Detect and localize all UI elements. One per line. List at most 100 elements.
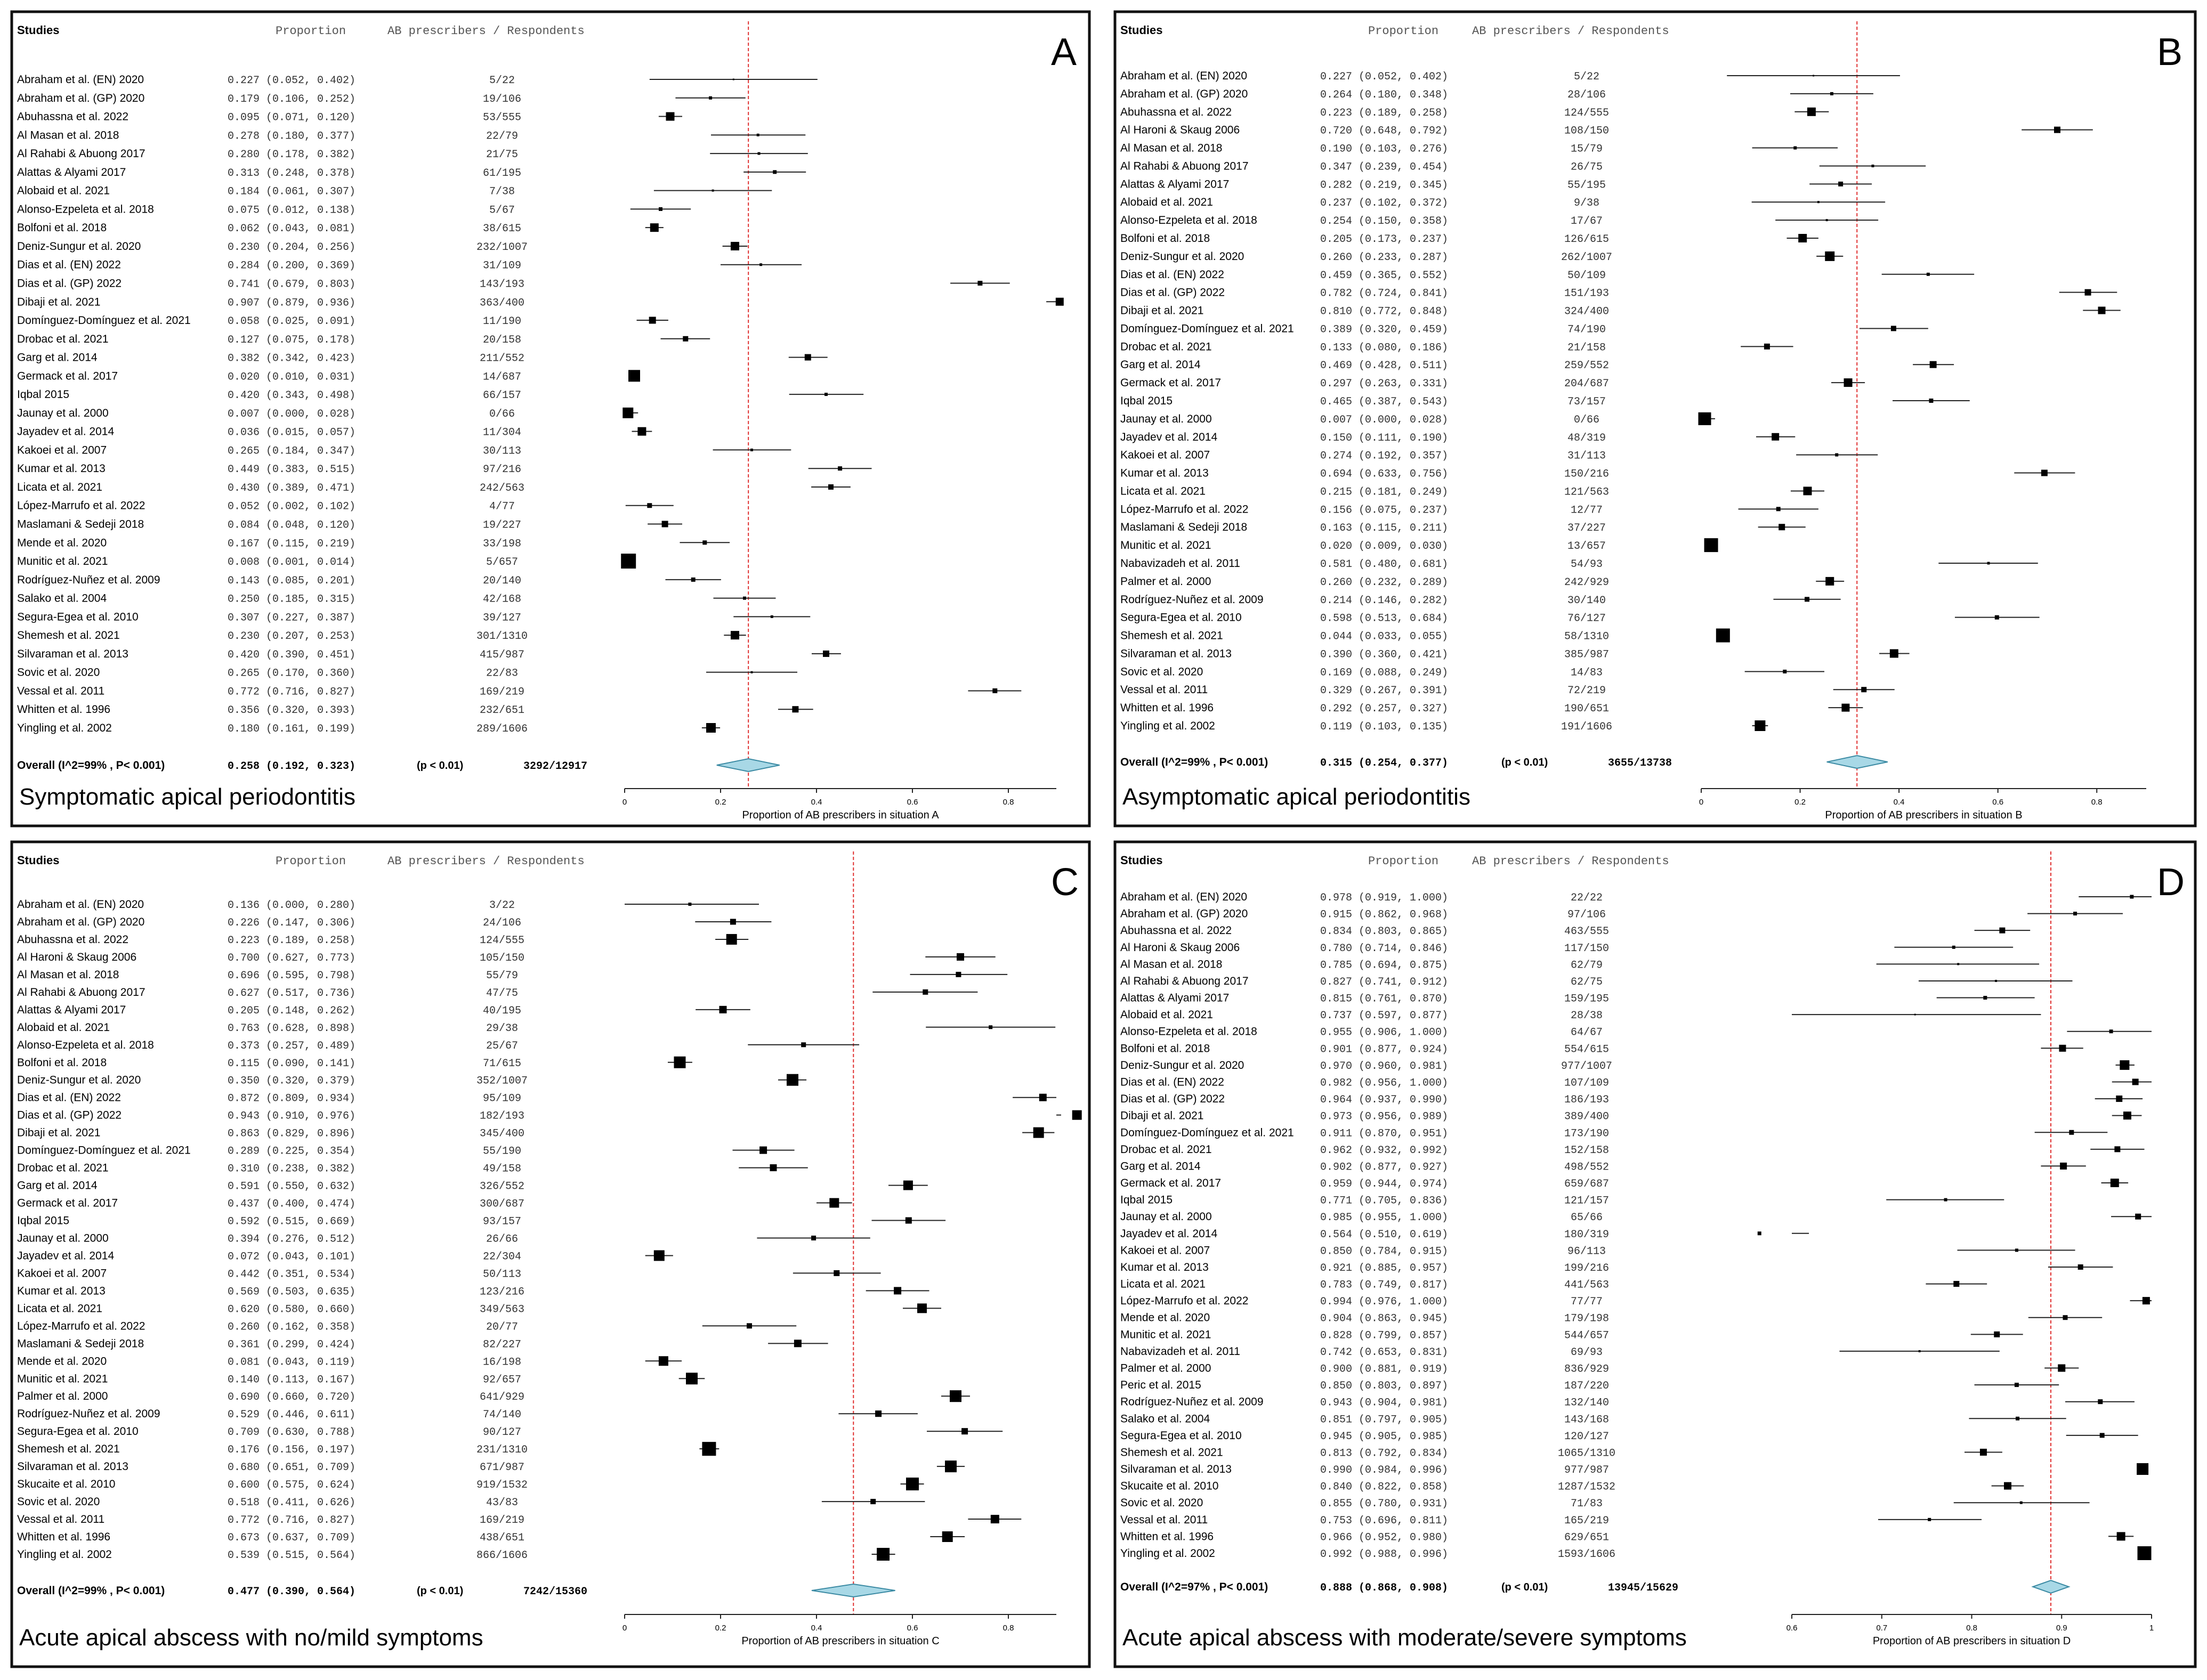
study-name: Abraham et al. (GP) 2020 [1120,88,1248,100]
study-point-estimate [773,170,777,174]
study-name: Domínguez-Domínguez et al. 2021 [17,314,191,327]
study-ab-count: 150/216 [1564,468,1609,481]
study-point-estimate [2060,1162,2067,1170]
study-proportion-ci: 0.072 (0.043, 0.101) [228,1251,355,1263]
study-point-estimate [750,671,753,673]
study-ab-count: 25/67 [486,1040,518,1052]
study-ab-count: 24/106 [483,917,521,929]
study-proportion-ci: 0.591 (0.550, 0.632) [228,1181,355,1193]
study-proportion-ci: 0.813 (0.792, 0.834) [1320,1447,1448,1459]
study-point-estimate [1055,297,1064,306]
study-proportion-ci: 0.694 (0.633, 0.756) [1320,468,1448,481]
study-point-estimate [1830,92,1833,95]
study-proportion-ci: 0.052 (0.002, 0.102) [228,501,355,513]
study-proportion-ci: 0.763 (0.628, 0.898) [228,1022,355,1035]
study-proportion-ci: 0.982 (0.956, 1.000) [1320,1077,1448,1089]
study-proportion-ci: 0.390 (0.360, 0.421) [1320,648,1448,661]
study-proportion-ci: 0.827 (0.741, 0.912) [1320,976,1448,988]
study-ab-count: 9/38 [1574,197,1599,209]
study-ab-count: 82/227 [483,1338,521,1351]
study-name: Segura-Egea et al. 2010 [1120,612,1242,624]
study-name: Vessal et al. 2011 [17,1513,104,1525]
study-proportion-ci: 0.058 (0.025, 0.091) [228,315,355,328]
study-ab-count: 38/615 [483,223,521,235]
study-ab-count: 29/38 [486,1022,518,1035]
overall-proportion-ci: 0.315 (0.254, 0.377) [1320,757,1448,769]
study-proportion-ci: 0.709 (0.630, 0.788) [228,1426,355,1439]
study-point-estimate [811,1235,816,1240]
study-point-estimate [732,78,734,80]
study-name: Maslamani & Sedeji 2018 [17,1337,144,1350]
study-row: Abraham et al. (GP) 2020 0.264 (0.180, 0.… [1120,88,1873,101]
study-row: Bolfoni et al. 2018 0.115 (0.090, 0.141) 7… [17,1056,692,1070]
study-point-estimate [628,370,640,382]
study-ab-count: 61/195 [483,167,521,180]
study-proportion-ci: 0.690 (0.660, 0.720) [228,1391,355,1403]
study-name: Iqbal 2015 [1120,395,1173,407]
study-proportion-ci: 0.008 (0.001, 0.014) [228,556,355,569]
study-proportion-ci: 0.518 (0.411, 0.626) [228,1497,355,1509]
study-point-estimate [637,427,646,436]
x-axis-tick-label: 0.6 [907,1624,918,1633]
x-axis-tick-label: 0.8 [1966,1624,1977,1633]
study-point-estimate [658,1356,668,1366]
study-ab-count: 169/219 [480,686,524,698]
study-ab-count: 0/66 [489,408,515,420]
study-proportion-ci: 0.136 (0.000, 0.280) [228,899,355,912]
study-proportion-ci: 0.737 (0.597, 0.877) [1320,1010,1448,1022]
study-row: López-Marrufo et al. 2022 0.052 (0.002, 0… [17,500,674,513]
study-name: Abraham et al. (GP) 2020 [1120,908,1248,920]
study-row: Kakoei et al. 2007 0.265 (0.184, 0.347) 30… [17,444,791,457]
study-ab-count: 97/216 [483,464,521,476]
study-point-estimate [1783,669,1787,673]
x-axis-tick-label: 0 [1699,798,1703,807]
study-row: Palmer et al. 2000 0.900 (0.881, 0.919) 83… [1120,1362,2079,1376]
study-ab-count: 50/113 [483,1268,521,1280]
study-name: Jayadev et al. 2014 [17,1249,114,1262]
study-point-estimate [2084,289,2091,296]
study-ab-count: 17/67 [1571,215,1603,228]
study-row: Munitic et al. 2021 0.008 (0.001, 0.014) 5… [17,554,636,569]
study-row: Bolfoni et al. 2018 0.062 (0.043, 0.081) 3… [17,222,664,235]
study-proportion-ci: 0.265 (0.170, 0.360) [228,668,355,680]
study-row: Kakoei et al. 2007 0.850 (0.784, 0.915) 96… [1120,1244,2075,1257]
header-studies: Studies [1120,23,1162,37]
study-proportion-ci: 0.280 (0.178, 0.382) [228,149,355,161]
study-name: Abraham et al. (EN) 2020 [1120,891,1247,903]
study-point-estimate [2073,912,2077,916]
study-row: Abraham et al. (EN) 2020 0.136 (0.000, 0.… [17,898,759,912]
study-ab-count: 65/66 [1571,1212,1603,1224]
study-row: Abraham et al. (EN) 2020 0.227 (0.052, 0.… [1120,70,1900,83]
study-name: Al Masan et al. 2018 [17,969,119,981]
study-point-estimate [666,112,675,121]
study-point-estimate [905,1217,912,1224]
study-point-estimate [770,615,773,618]
study-row: Silvaraman et al. 2013 0.390 (0.360, 0.42… [1120,647,1910,661]
study-proportion-ci: 0.442 (0.351, 0.534) [228,1268,355,1280]
study-ab-count: 5/22 [1574,71,1599,83]
study-point-estimate [903,1180,913,1190]
study-ab-count: 159/195 [1564,993,1609,1005]
study-name: Dibaji et al. 2021 [17,296,100,308]
study-row: Mende et al. 2020 0.167 (0.115, 0.219) 33/… [17,537,730,550]
study-point-estimate [1929,361,1937,368]
study-proportion-ci: 0.389 (0.320, 0.459) [1320,323,1448,336]
study-ab-count: 301/1310 [476,630,528,643]
study-row: Segura-Egea et al. 2010 0.307 (0.227, 0.3… [17,611,811,624]
study-point-estimate [2137,1546,2152,1560]
study-proportion-ci: 0.780 (0.714, 0.846) [1320,943,1448,955]
study-ab-count: 232/651 [480,704,524,717]
study-name: Jaunay et al. 2000 [1120,1211,1212,1223]
study-row: Silvaraman et al. 2013 0.680 (0.651, 0.70… [17,1460,965,1474]
study-ab-count: 300/687 [480,1198,524,1211]
study-ab-count: 180/319 [1564,1229,1609,1241]
study-point-estimate [2041,469,2048,476]
study-proportion-ci: 0.115 (0.090, 0.141) [228,1058,355,1070]
study-name: Whitten et al. 1996 [17,1531,110,1543]
study-row: Alattas & Alyami 2017 0.205 (0.148, 0.262… [17,1004,750,1017]
study-name: Whitten et al. 1996 [17,703,110,716]
study-row: Silvaraman et al. 2013 0.990 (0.984, 0.99… [1120,1463,2149,1476]
x-axis-tick-label: 0.9 [2056,1624,2067,1633]
study-ab-count: 93/157 [483,1216,521,1228]
study-row: Deniz-Sungur et al. 2020 0.350 (0.320, 0.… [17,1074,807,1087]
